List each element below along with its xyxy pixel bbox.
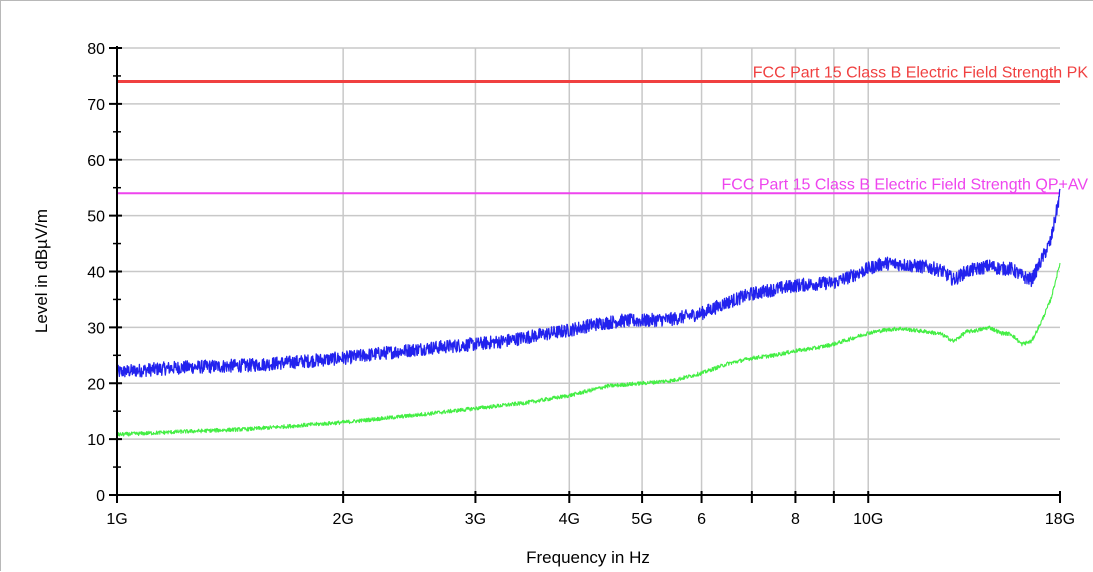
y-tick-label: 70 — [87, 97, 105, 114]
x-tick-label: 3G — [465, 511, 486, 528]
y-tick-label: 10 — [87, 432, 105, 449]
y-tick-label: 0 — [96, 488, 105, 505]
y-tick-label: 30 — [87, 320, 105, 337]
x-tick-label: 8 — [791, 511, 800, 528]
y-tick-label: 50 — [87, 209, 105, 226]
x-tick-label: 1G — [106, 511, 127, 528]
x-tick-label: 18G — [1045, 511, 1075, 528]
y-tick-label: 40 — [87, 265, 105, 282]
y-axis-title: Level in dBµV/m — [32, 209, 51, 333]
x-tick-label: 4G — [559, 511, 580, 528]
x-axis-title: Frequency in Hz — [526, 548, 650, 567]
limit-lines: FCC Part 15 Class B Electric Field Stren… — [117, 65, 1089, 195]
y-tick-label: 20 — [87, 376, 105, 393]
x-tick-label: 6 — [697, 511, 706, 528]
series-line — [116, 188, 1061, 378]
limit-line-label: FCC Part 15 Class B Electric Field Stren… — [753, 65, 1089, 82]
limit-line-label: FCC Part 15 Class B Electric Field Stren… — [722, 176, 1089, 193]
x-tick-labels: 1G 2G 3G 4G 5G 6 8 10G 18G — [106, 511, 1075, 528]
series-line — [116, 262, 1061, 437]
x-tick-label: 5G — [631, 511, 652, 528]
axes — [109, 46, 1061, 503]
x-tick-label: 10G — [853, 511, 883, 528]
grid — [117, 47, 1060, 496]
y-tick-labels: 0 10 20 30 40 50 60 70 80 — [87, 41, 105, 505]
y-tick-label: 60 — [87, 153, 105, 170]
x-tick-label: 2G — [332, 511, 353, 528]
y-tick-label: 80 — [87, 41, 105, 58]
series-layer — [116, 188, 1061, 437]
